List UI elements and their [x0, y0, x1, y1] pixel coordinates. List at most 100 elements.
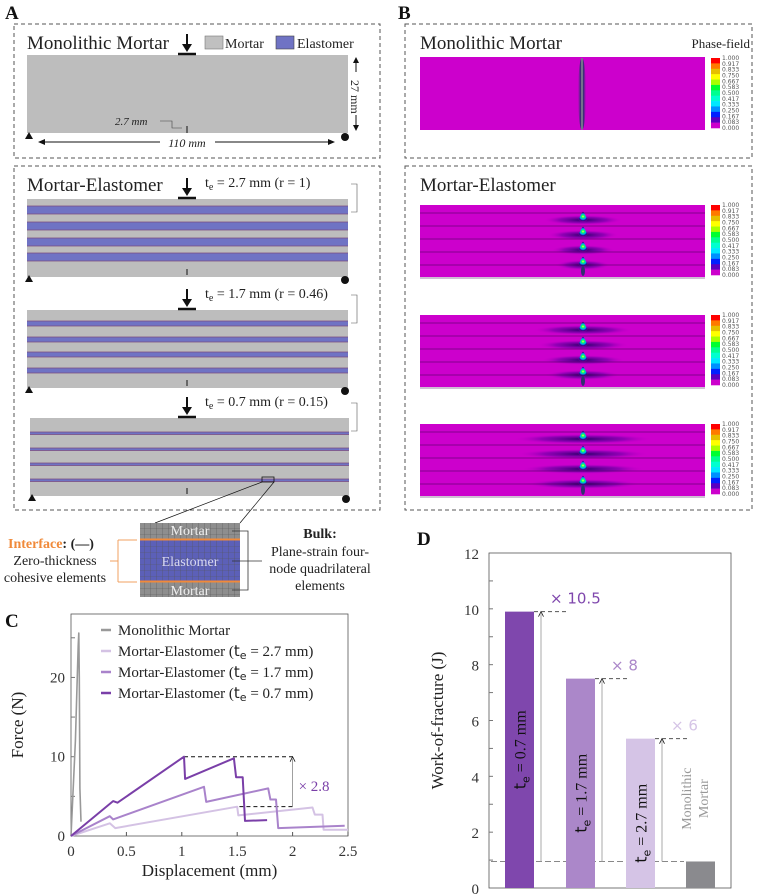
x-tick-label: 0: [67, 844, 75, 860]
colorbar-swatch: [711, 101, 720, 107]
colorbar-tick: 0.083: [722, 376, 739, 383]
elastomer-layer: [30, 448, 349, 451]
thickness-value: = 0.7 mm (r = 0.15): [213, 395, 328, 410]
legend-entry: Mortar-Elastomer (te = 2.7 mm): [101, 642, 313, 662]
colorbar-swatch: [711, 253, 720, 260]
height-dimension: 27 mm: [348, 57, 362, 131]
subscript: e: [581, 820, 594, 827]
colorbar-swatch: [711, 226, 720, 233]
colorbar-swatch: [711, 477, 720, 484]
phase-field-map: [420, 205, 705, 279]
crack: [577, 321, 589, 332]
crack: [577, 445, 589, 456]
elastomer-layer: [27, 206, 348, 214]
height-label: 27 mm: [348, 80, 362, 114]
colorbar-swatch: [711, 358, 720, 364]
x-axis-label: Displacement (mm): [142, 861, 278, 880]
colorbar-swatch: [711, 63, 720, 70]
t-symbol: t: [632, 857, 651, 863]
colorbar-legend: 1.0000.9170.8330.7500.6670.5830.5000.417…: [711, 312, 739, 389]
x-tick-label: 2: [289, 844, 297, 860]
colorbar-swatch: [711, 237, 720, 243]
colorbar-swatch: [711, 264, 720, 270]
colorbar-tick: 0.167: [722, 113, 739, 120]
colorbar-tick: 0.833: [722, 214, 739, 221]
elastomer-layer: [27, 321, 348, 326]
notch-crack: [581, 485, 585, 495]
colorbar-swatch: [711, 325, 720, 332]
bar-label-value: = 0.7 mm: [513, 710, 530, 776]
colorbar-tick: 0.750: [722, 439, 739, 446]
colorbar-swatch: [711, 242, 720, 249]
bulk-desc-3: elements: [295, 579, 345, 594]
colorbar-swatch: [711, 258, 720, 265]
bar: [566, 678, 595, 888]
layer-thickness-label: te = 2.7 mm (r = 1): [205, 176, 311, 193]
mesh-elastomer: Elastomer: [162, 555, 219, 570]
colorbar-tick: 0.917: [722, 427, 739, 434]
bar-label: Monolithic: [680, 768, 695, 830]
crack: [577, 351, 589, 362]
interface-annotation: Interface: (—) Zero-thickness cohesive e…: [4, 537, 137, 586]
y-axis-label: Force (N): [8, 692, 27, 759]
legend-tail: = 2.7 mm): [247, 644, 314, 660]
layered-beam: te = 2.7 mm (r = 1): [25, 176, 358, 284]
legend-text: Mortar-Elastomer (: [118, 665, 234, 681]
colorbar-tick: 0.083: [722, 485, 739, 492]
bar: [505, 611, 534, 888]
t-symbol: t: [234, 663, 240, 681]
t-symbol: t: [511, 783, 530, 789]
legend-entry: Mortar-Elastomer (te = 0.7 mm): [101, 684, 313, 704]
colorbar-tick: 0.833: [722, 324, 739, 331]
legend-tail: = 0.7 mm): [247, 686, 314, 702]
colorbar-tick: 1.000: [722, 312, 739, 319]
legend-elastomer-label: Elastomer: [297, 37, 354, 52]
colorbar-swatch: [711, 122, 720, 129]
panel-b-letter: B: [398, 3, 411, 24]
layer-thickness-label: te = 0.7 mm (r = 0.15): [205, 395, 328, 412]
svg-text:Interface: (—): Interface: (—): [8, 537, 94, 552]
colorbar-tick: 0.333: [722, 249, 739, 256]
crack: [577, 460, 589, 471]
load-arrow-icon: [178, 178, 196, 200]
t-symbol: t: [234, 642, 240, 660]
load-arrow-icon: [178, 34, 196, 56]
colorbar-tick: 0.917: [722, 61, 739, 68]
colorbar-swatch: [711, 461, 720, 468]
y-tick-label: 4: [472, 770, 480, 786]
bulk-annotation: Bulk: Plane-strain four- node quadrilate…: [232, 527, 371, 594]
elastomer-layer: [27, 238, 348, 246]
colorbar-swatch: [711, 221, 720, 227]
colorbar-swatch: [711, 79, 720, 86]
legend-mortar: Mortar: [204, 35, 264, 52]
colorbar-tick: 0.750: [722, 220, 739, 227]
colorbar-legend: 1.0000.9170.8330.7500.6670.5830.5000.417…: [711, 55, 739, 132]
colorbar-swatch: [711, 440, 720, 446]
colorbar-tick: 0.750: [722, 73, 739, 80]
roller-support-icon: [341, 276, 349, 284]
panel-c-letter: C: [5, 611, 19, 632]
thickness-value: = 2.7 mm (r = 1): [213, 176, 310, 191]
colorbar-swatch: [711, 424, 720, 430]
legend-mortar-label: Mortar: [225, 37, 264, 52]
panel-b-layered-box: [404, 165, 753, 511]
colorbar-tick: 0.000: [722, 382, 739, 389]
colorbar-swatch: [711, 231, 720, 238]
legend-text: Mortar-Elastomer (: [118, 644, 234, 660]
colorbar-title: Phase-field: [692, 36, 751, 51]
factor-label: × 8: [611, 657, 638, 675]
colorbar-swatch: [711, 68, 720, 75]
colorbar-swatch: [711, 341, 720, 348]
phase-field-map: [420, 315, 705, 389]
factor-label: × 6: [671, 717, 698, 735]
colorbar-swatch: [711, 352, 720, 359]
notch-leader: [160, 120, 182, 129]
series-line: [70, 805, 348, 837]
elastomer-layer: [27, 222, 348, 230]
legend-label: Monolithic Mortar: [118, 623, 230, 639]
t-symbol: t: [572, 827, 591, 833]
colorbar-swatch: [711, 467, 720, 473]
phase-field-map: [420, 424, 705, 498]
